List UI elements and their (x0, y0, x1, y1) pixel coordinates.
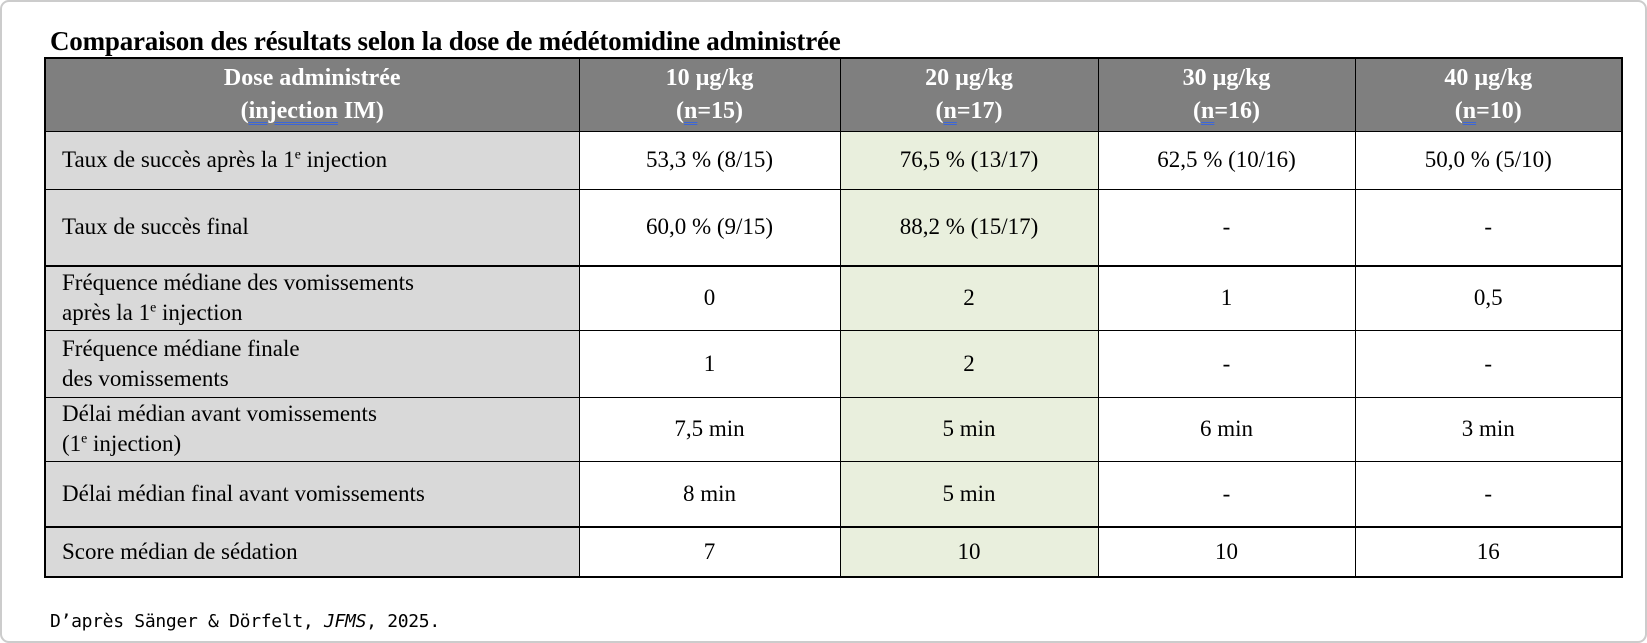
source-note-suffix: , 2025. (366, 611, 440, 632)
value-cell: 8 min (578, 460, 841, 528)
header-cell-dose-1: 10 µg/kg (n=15) (578, 57, 841, 132)
value-cell: 7,5 min (578, 396, 841, 462)
value-cell: - (1097, 329, 1356, 398)
table-body: Taux de succès après la 1e injection 53,3… (44, 130, 1623, 578)
value-cell: 0 (578, 265, 841, 331)
value-cell: 76,5 % (13/17) (839, 130, 1099, 190)
value-cell: 10 (1097, 526, 1356, 578)
page-title: Comparaison des résultats selon la dose … (50, 26, 841, 57)
grammar-underline: n (943, 97, 957, 124)
table-row: Taux de succès après la 1e injection 53,3… (44, 130, 1623, 190)
grammar-underline: n (683, 97, 698, 124)
row-label-cell: Fréquence médiane des vomissements après … (44, 265, 580, 331)
value-cell: 7 (578, 526, 841, 578)
grammar-underline: injection (248, 97, 338, 124)
row-label-cell: Taux de succès final (44, 188, 580, 267)
table-row: Score médian de sédation 7 10 10 16 (44, 526, 1623, 578)
value-cell: 16 (1354, 526, 1623, 578)
value-cell: 5 min (839, 396, 1099, 462)
value-cell: 0,5 (1354, 265, 1623, 331)
value-cell: - (1354, 460, 1623, 528)
grammar-underline: n (1462, 97, 1477, 124)
value-cell: - (1097, 188, 1356, 267)
value-cell: 1 (578, 329, 841, 398)
value-cell: 3 min (1354, 396, 1623, 462)
value-cell: 62,5 % (10/16) (1097, 130, 1356, 190)
grammar-underline: n (1200, 97, 1215, 124)
row-label-cell: Délai médian final avant vomissements (44, 460, 580, 528)
source-note: D’après Sänger & Dörfelt, JFMS, 2025. (50, 611, 440, 632)
value-cell: 2 (839, 329, 1099, 398)
table-row: Délai médian final avant vomissements 8 m… (44, 460, 1623, 528)
value-cell: 5 min (839, 460, 1099, 528)
value-cell: - (1354, 188, 1623, 267)
value-cell: 60,0 % (9/15) (578, 188, 841, 267)
source-note-prefix: D’après Sänger & Dörfelt, (50, 611, 324, 632)
value-cell: 2 (839, 265, 1099, 331)
table-row: Fréquence médiane des vomissements après … (44, 265, 1623, 331)
value-cell: 53,3 % (8/15) (578, 130, 841, 190)
value-cell: 88,2 % (15/17) (839, 188, 1099, 267)
header-cell-dose-administree: Dose administrée (injection IM) (44, 57, 580, 132)
header-cell-dose-4: 40 µg/kg (n=10) (1354, 57, 1623, 132)
value-cell: - (1097, 460, 1356, 528)
table-row: Fréquence médiane finale des vomissements… (44, 329, 1623, 398)
table-row: Taux de succès final 60,0 % (9/15) 88,2 % … (44, 188, 1623, 267)
header-cell-dose-2: 20 µg/kg (n=17) (839, 57, 1099, 132)
value-cell: - (1354, 329, 1623, 398)
header-cell-dose-3: 30 µg/kg (n=16) (1097, 57, 1356, 132)
source-note-journal: JFMS (323, 611, 367, 632)
value-cell: 50,0 % (5/10) (1354, 130, 1623, 190)
row-label-cell: Fréquence médiane finale des vomissements (44, 329, 580, 398)
value-cell: 1 (1097, 265, 1356, 331)
results-table: Dose administrée (injection IM) 10 µg/kg (n… (44, 57, 1623, 578)
row-label-cell: Taux de succès après la 1e injection (44, 130, 580, 190)
value-cell: 10 (839, 526, 1099, 578)
table-row: Délai médian avant vomissements (1e injec… (44, 396, 1623, 462)
table-header-row: Dose administrée (injection IM) 10 µg/kg (n… (44, 57, 1623, 132)
row-label-cell: Score médian de sédation (44, 526, 580, 578)
row-label-cell: Délai médian avant vomissements (1e injec… (44, 396, 580, 462)
value-cell: 6 min (1097, 396, 1356, 462)
